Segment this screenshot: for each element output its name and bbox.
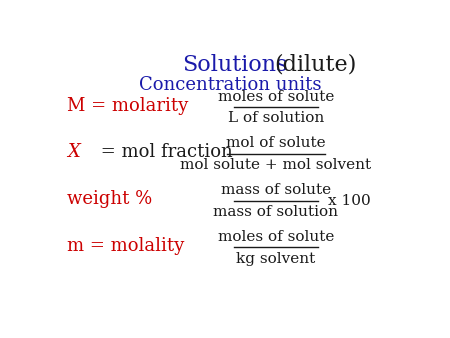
Text: (dilute): (dilute): [274, 54, 356, 76]
Text: kg solvent: kg solvent: [236, 252, 315, 266]
Text: mass of solute: mass of solute: [221, 183, 331, 197]
Text: m = molality: m = molality: [67, 237, 184, 255]
Text: moles of solute: moles of solute: [218, 230, 334, 244]
Text: mol solute + mol solvent: mol solute + mol solvent: [180, 158, 372, 172]
Text: Solutions: Solutions: [182, 54, 287, 76]
Text: M = molarity: M = molarity: [67, 97, 188, 115]
Text: x 100: x 100: [328, 194, 371, 208]
Text: = mol fraction: = mol fraction: [94, 143, 232, 162]
Text: L of solution: L of solution: [228, 111, 324, 125]
Text: X: X: [67, 143, 80, 162]
Text: mol of solute: mol of solute: [226, 136, 326, 150]
Text: moles of solute: moles of solute: [218, 90, 334, 103]
Text: mass of solution: mass of solution: [213, 205, 338, 219]
Text: weight %: weight %: [67, 190, 152, 208]
Text: Concentration units: Concentration units: [140, 76, 322, 95]
